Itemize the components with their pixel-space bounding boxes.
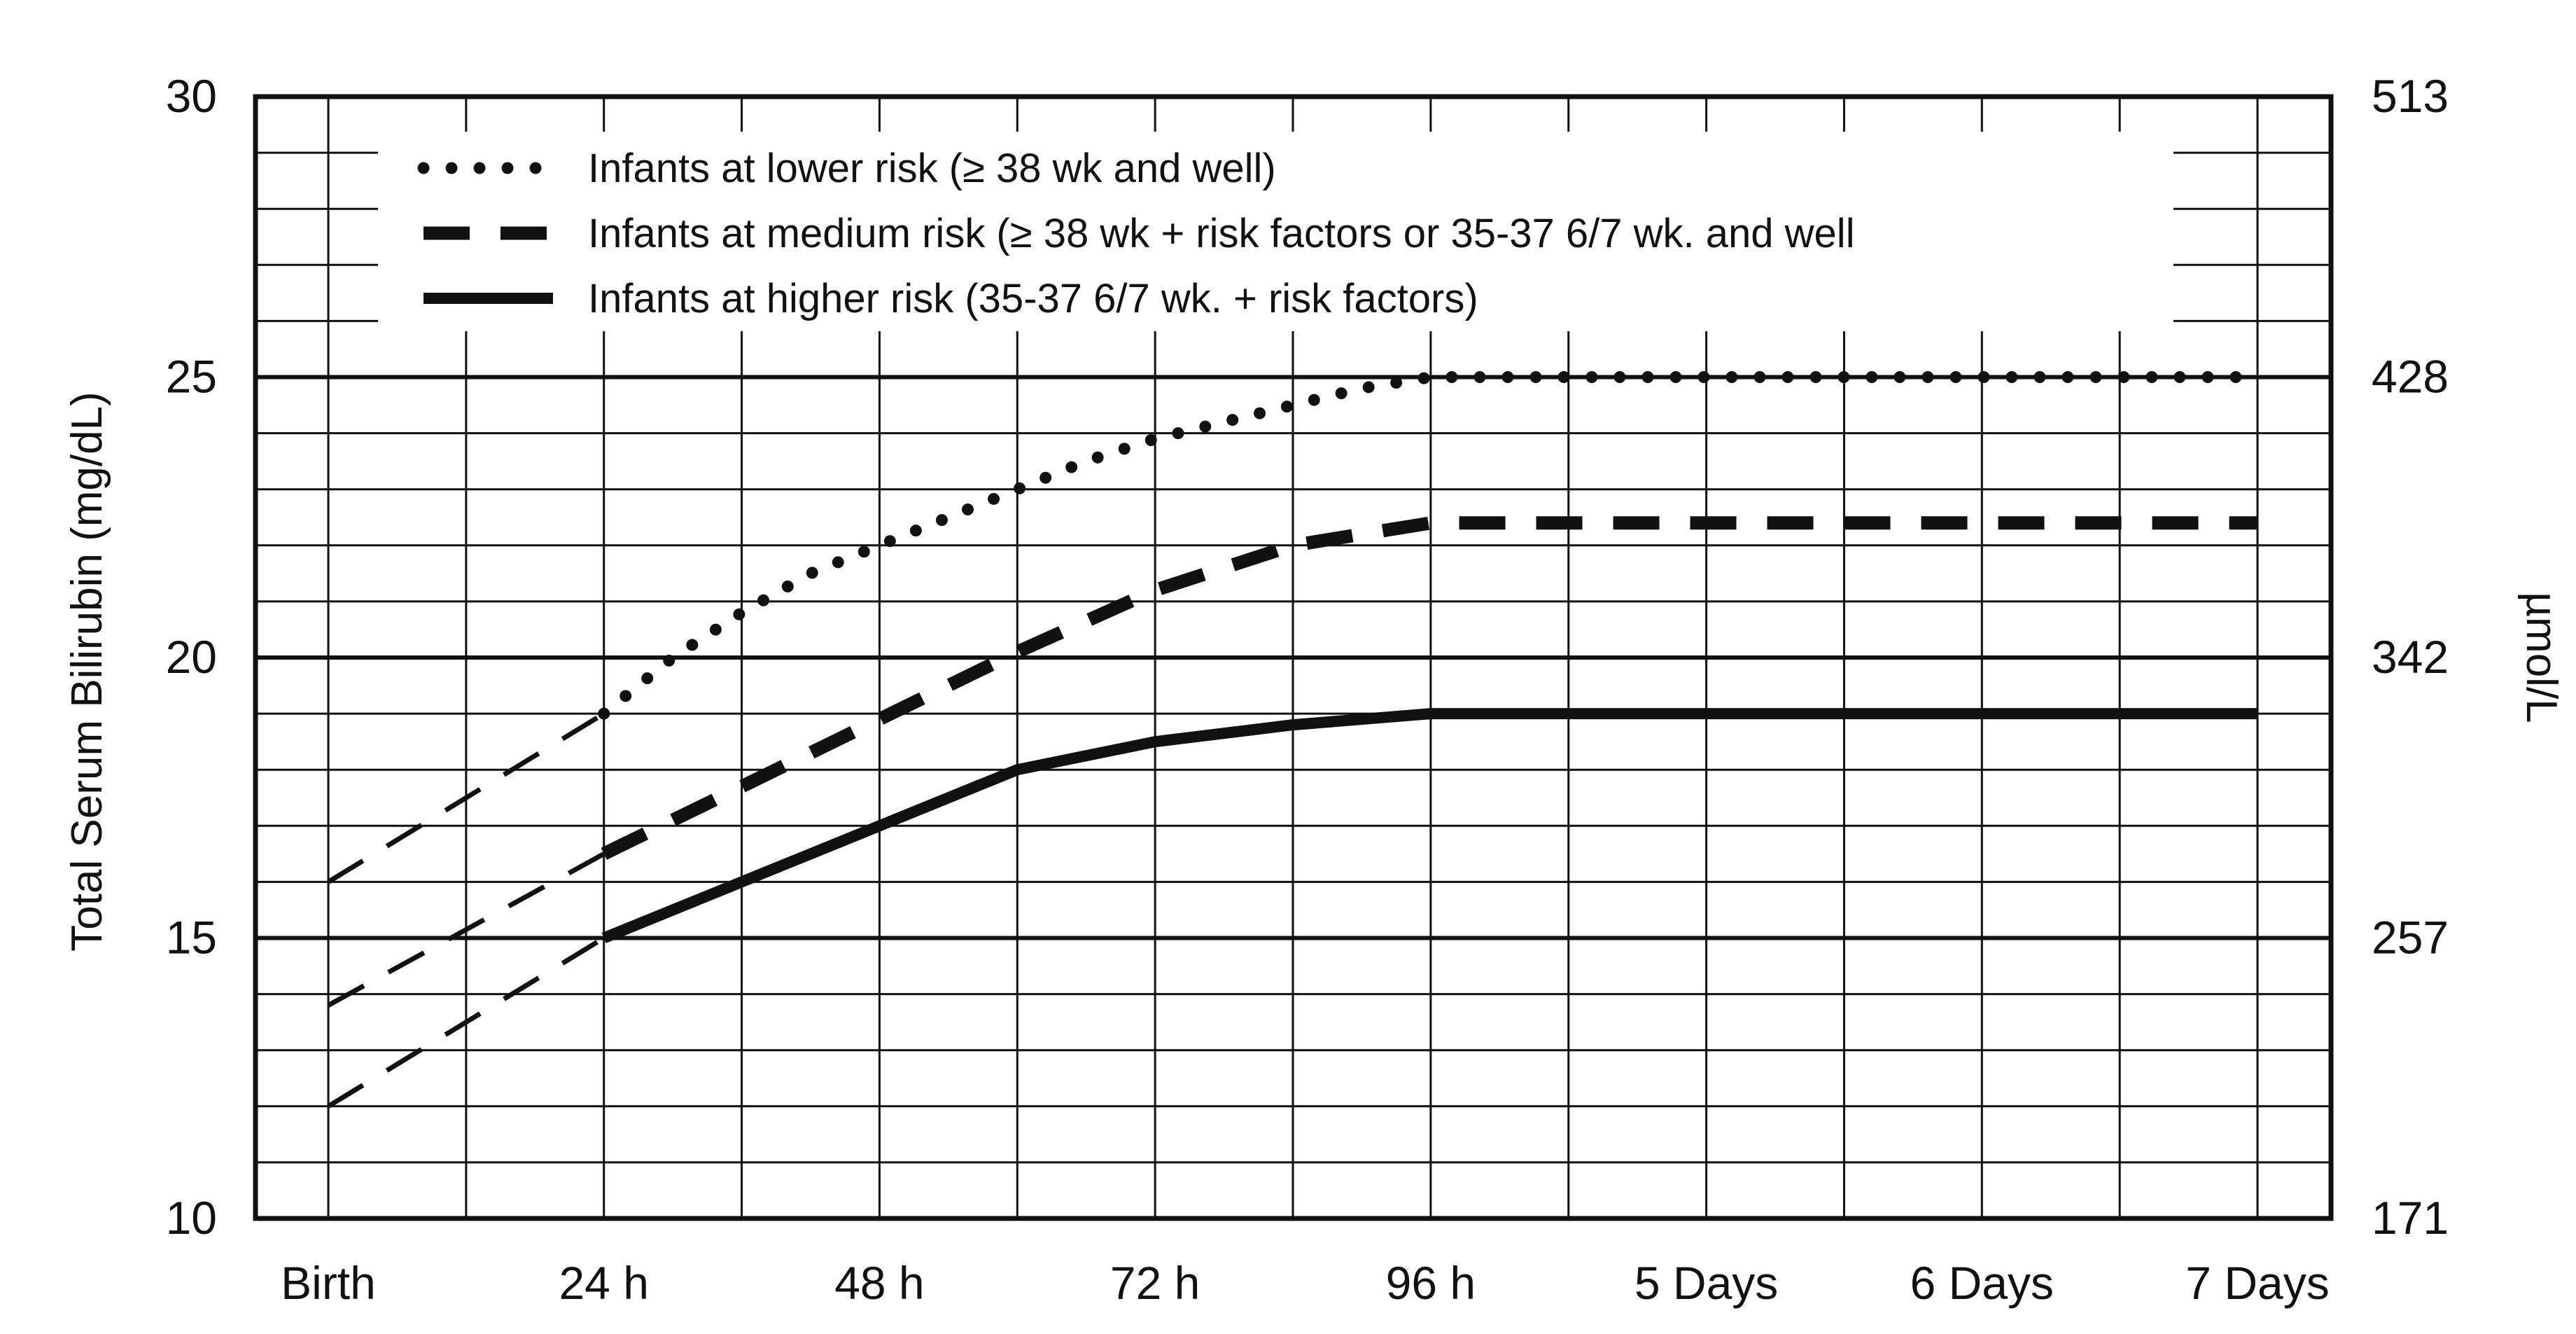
- x-tick-label: 5 Days: [1634, 1257, 1778, 1309]
- extrapolated-segment: [327, 711, 606, 884]
- y-tick-label: 10: [166, 1192, 217, 1244]
- extrapolated-segment: [327, 852, 606, 1008]
- series-line-solid: [601, 708, 2258, 943]
- y2-axis-title: µmol/L: [2517, 592, 2566, 723]
- y-tick-label: 15: [166, 912, 217, 964]
- y-tick-label: 25: [166, 351, 217, 403]
- plot-frame: [253, 94, 2334, 1221]
- legend: Infants at lower risk (≥ 38 wk and well)…: [378, 132, 2174, 331]
- extrapolated-segment: [327, 936, 606, 1109]
- y2-tick-label: 428: [2372, 351, 2449, 403]
- x-tick-label: 7 Days: [2185, 1257, 2329, 1309]
- x-tick-label: 6 Days: [1910, 1257, 2054, 1309]
- x-tick-label: 96 h: [1386, 1257, 1476, 1309]
- y-axis-title: Total Serum Bilirubin (mg/dL): [63, 391, 111, 951]
- legend-label: Infants at medium risk (≥ 38 wk + risk f…: [588, 211, 1855, 256]
- series-lines: [327, 371, 2264, 1109]
- legend-label: Infants at higher risk (35-37 6/7 wk. + …: [588, 276, 1478, 321]
- axes: Total Serum Bilirubin (mg/dL) µmol/L Bir…: [63, 70, 2566, 1309]
- y2-tick-label: 257: [2372, 912, 2449, 964]
- x-tick-label: 24 h: [559, 1257, 648, 1309]
- y-tick-label: 20: [166, 631, 217, 683]
- x-tick-label: 72 h: [1110, 1257, 1200, 1309]
- legend-label: Infants at lower risk (≥ 38 wk and well): [588, 146, 1276, 191]
- y2-tick-label: 342: [2372, 631, 2449, 683]
- y2-tick-label: 513: [2372, 70, 2449, 122]
- plot-border: [253, 94, 2334, 1221]
- x-tick-label: 48 h: [834, 1257, 924, 1309]
- y2-tick-label: 171: [2372, 1192, 2449, 1244]
- y-tick-label: 30: [166, 70, 217, 122]
- x-tick-label: Birth: [281, 1257, 376, 1309]
- legend-background: [378, 132, 2174, 331]
- series-line-dotted: [598, 371, 2264, 720]
